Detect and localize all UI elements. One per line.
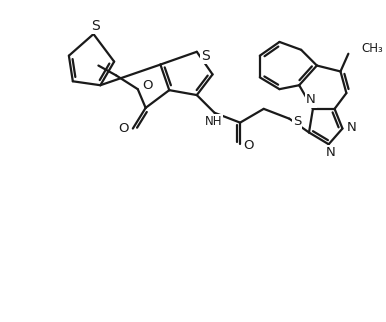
Text: O: O bbox=[244, 139, 254, 152]
Text: N: N bbox=[326, 146, 335, 159]
Text: CH₃: CH₃ bbox=[361, 42, 383, 55]
Text: S: S bbox=[91, 19, 100, 33]
Text: NH: NH bbox=[205, 115, 222, 128]
Text: S: S bbox=[293, 115, 301, 128]
Text: N: N bbox=[346, 121, 356, 134]
Text: O: O bbox=[119, 122, 129, 135]
Text: N: N bbox=[306, 93, 316, 107]
Text: S: S bbox=[201, 49, 210, 63]
Text: O: O bbox=[142, 79, 153, 92]
